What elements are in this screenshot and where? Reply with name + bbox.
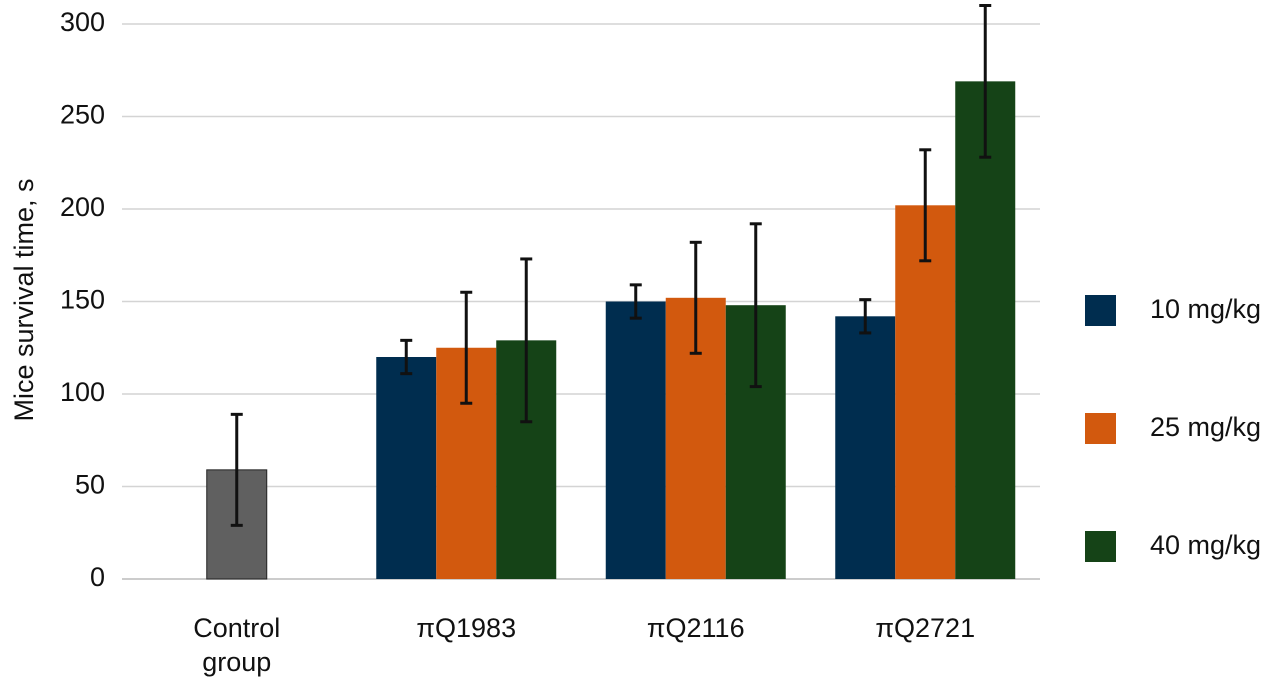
y-tick-label: 0 <box>90 562 105 592</box>
error-bar <box>629 283 642 320</box>
bar <box>835 316 896 579</box>
error-bar <box>859 298 872 335</box>
legend-label: 10 mg/kg <box>1150 294 1261 324</box>
error-bar <box>460 290 473 405</box>
x-tick-label: πQ1983 <box>416 613 517 643</box>
y-tick-label: 50 <box>75 470 105 500</box>
error-bar <box>979 4 992 159</box>
y-axis-title: Mice survival time, s <box>9 178 39 421</box>
legend-label: 40 mg/kg <box>1150 530 1261 560</box>
y-tick-label: 150 <box>60 285 105 315</box>
legend-swatch <box>1085 413 1116 444</box>
y-tick-label: 300 <box>60 7 105 37</box>
x-tick-label: πQ2721 <box>875 613 976 643</box>
bar <box>605 301 666 579</box>
legend-label: 25 mg/kg <box>1150 412 1261 442</box>
legend-swatch <box>1085 295 1116 326</box>
error-bar <box>749 222 762 389</box>
y-tick-label: 250 <box>60 100 105 130</box>
bar <box>376 357 437 579</box>
x-tick-label: Control group <box>193 613 281 677</box>
error-bar <box>400 338 413 376</box>
error-bar <box>230 412 243 527</box>
error-bar <box>520 257 533 424</box>
y-tick-label: 200 <box>60 192 105 222</box>
bar <box>955 81 1016 579</box>
legend-swatch <box>1085 531 1116 562</box>
x-tick-label: πQ2116 <box>646 613 745 643</box>
error-bar <box>919 148 932 263</box>
error-bar <box>689 240 702 355</box>
bar <box>895 205 956 580</box>
y-tick-label: 100 <box>60 377 105 407</box>
